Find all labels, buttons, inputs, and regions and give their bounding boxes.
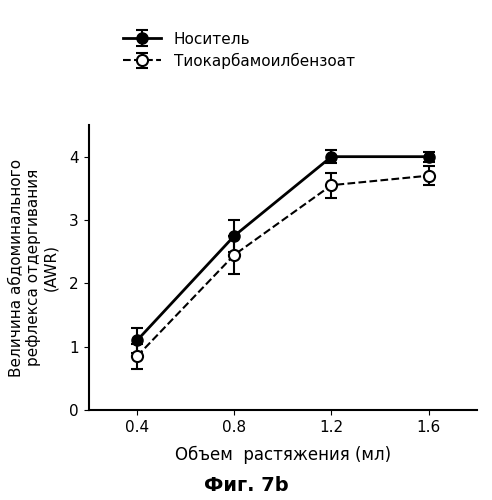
X-axis label: Объем  растяжения (мл): Объем растяжения (мл) (175, 446, 391, 464)
Text: Фиг. 7b: Фиг. 7b (204, 476, 288, 495)
Y-axis label: Величина абдоминального
рефлекса отдергивания
(AWR): Величина абдоминального рефлекса отдерги… (8, 158, 58, 376)
Legend: Носитель, Тиокарбамоилбензоат: Носитель, Тиокарбамоилбензоат (116, 24, 363, 77)
